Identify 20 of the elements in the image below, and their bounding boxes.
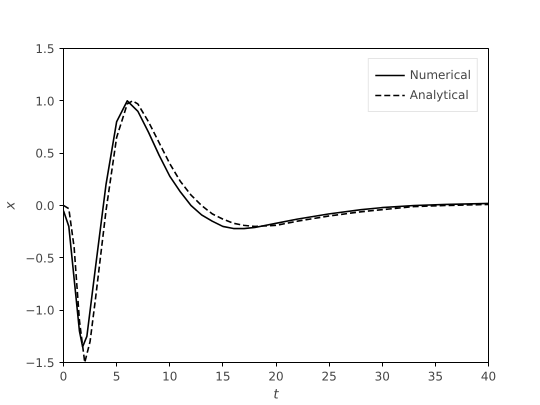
legend-label: Analytical: [410, 88, 469, 102]
y-tick-label: −1.0: [25, 304, 54, 318]
x-tick-label: 0: [60, 370, 68, 384]
x-tick-label: 25: [321, 370, 337, 384]
legend-label: Numerical: [410, 68, 471, 82]
x-tick-label: 30: [374, 370, 390, 384]
x-tick-label: 35: [428, 370, 444, 384]
y-tick-label: 1.0: [35, 94, 55, 108]
y-tick-label: −1.5: [25, 356, 54, 370]
x-tick-label: 15: [215, 370, 231, 384]
x-tick-label: 10: [162, 370, 178, 384]
y-tick-label: −0.5: [25, 251, 54, 266]
y-axis-title: x: [3, 201, 18, 210]
y-tick-label: 0.5: [35, 146, 55, 161]
x-axis-title: t: [273, 388, 280, 402]
y-tick-label: 0.0: [35, 199, 55, 213]
x-tick-label: 40: [480, 370, 496, 384]
y-tick-label: 1.5: [35, 42, 55, 56]
x-tick-label: 20: [268, 370, 284, 384]
x-tick-label: 5: [112, 370, 120, 384]
